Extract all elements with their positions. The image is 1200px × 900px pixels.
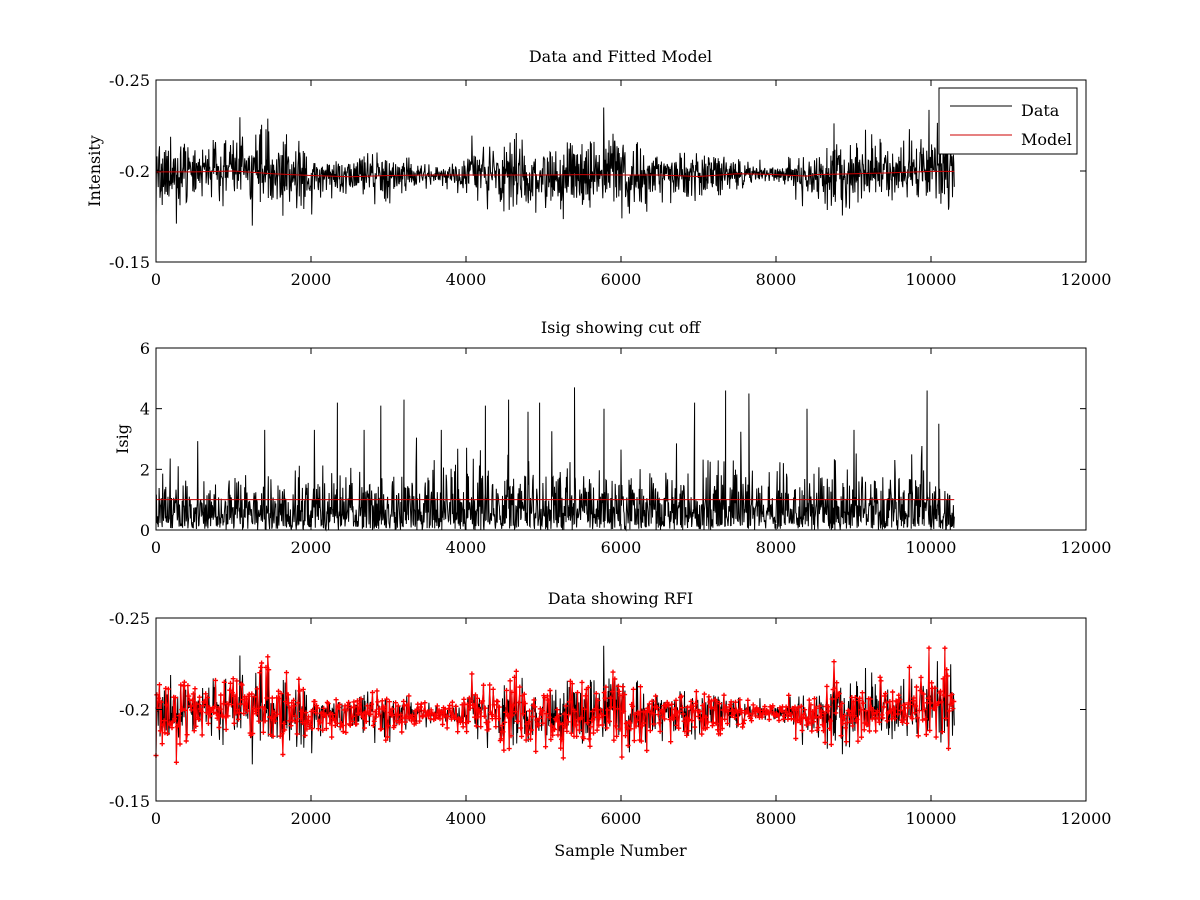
y-axis-label: Isig (113, 424, 132, 454)
y-tick-label: -0.15 (109, 792, 150, 811)
plot-area (155, 387, 955, 532)
x-tick-label: 6000 (601, 270, 642, 289)
x-tick-label: 12000 (1061, 538, 1112, 557)
x-tick-label: 2000 (291, 270, 332, 289)
x-tick-label: 6000 (601, 809, 642, 828)
y-tick-label: 4 (140, 400, 150, 419)
x-tick-label: 2000 (291, 809, 332, 828)
panel-data-rfi: Data showing RFI 0 2000 4000 6000 8000 10000 1… (109, 589, 1111, 860)
x-tick-label: 4000 (446, 270, 487, 289)
x-tick-label: 8000 (756, 270, 797, 289)
y-tick-label: 0 (140, 521, 150, 540)
series-line-data (155, 107, 955, 226)
x-axis-label: Sample Number (554, 841, 687, 860)
x-tick-label: 10000 (906, 270, 957, 289)
x-tick-label: 0 (151, 538, 161, 557)
chart-title: Data and Fitted Model (529, 47, 712, 66)
panel-isig-cut-off: Isig showing cut off 0 2000 4000 6000 8000 10… (113, 318, 1111, 557)
y-tick-label: -0.25 (109, 609, 150, 628)
y-tick-label: -0.2 (119, 701, 150, 720)
x-tick-label: 6000 (601, 538, 642, 557)
chart-title: Isig showing cut off (541, 318, 702, 337)
x-tick-label: 12000 (1061, 270, 1112, 289)
y-tick-label: -0.15 (109, 253, 150, 272)
legend-label-data: Data (1021, 101, 1060, 120)
series-line-isig (155, 387, 955, 532)
y-tick-label: 6 (140, 339, 150, 358)
legend: Data Model (938, 87, 1078, 155)
plot-area (155, 107, 955, 226)
chart-title: Data showing RFI (548, 589, 693, 608)
x-tick-label: 10000 (906, 809, 957, 828)
x-tick-label: 0 (151, 809, 161, 828)
axis-ticks: 0 2000 4000 6000 8000 10000 12000 -0.15 -0.2 -0.2… (109, 71, 1111, 289)
x-tick-label: 2000 (291, 538, 332, 557)
legend-label-model: Model (1021, 130, 1072, 149)
x-tick-label: 8000 (756, 538, 797, 557)
x-tick-label: 12000 (1061, 809, 1112, 828)
x-tick-label: 10000 (906, 538, 957, 557)
series-line-rfi (155, 648, 955, 763)
x-tick-label: 4000 (446, 538, 487, 557)
axis-ticks: 0 2000 4000 6000 8000 10000 12000 0 2 4 6 (140, 339, 1112, 557)
panel-data-fitted-model: Data and Fitted Model 0 2000 4000 6000 8000 1… (85, 47, 1111, 289)
x-tick-label: 8000 (756, 809, 797, 828)
y-tick-label: -0.25 (109, 71, 150, 90)
series-line-model (156, 170, 955, 178)
legend-box (938, 87, 1078, 155)
y-tick-label: -0.2 (119, 162, 150, 181)
x-tick-label: 4000 (446, 809, 487, 828)
y-axis-label: Intensity (85, 135, 104, 207)
x-tick-label: 0 (151, 270, 161, 289)
axis-ticks: 0 2000 4000 6000 8000 10000 12000 -0.15 -0.2 -0.2… (109, 609, 1111, 828)
y-tick-label: 2 (140, 460, 150, 479)
